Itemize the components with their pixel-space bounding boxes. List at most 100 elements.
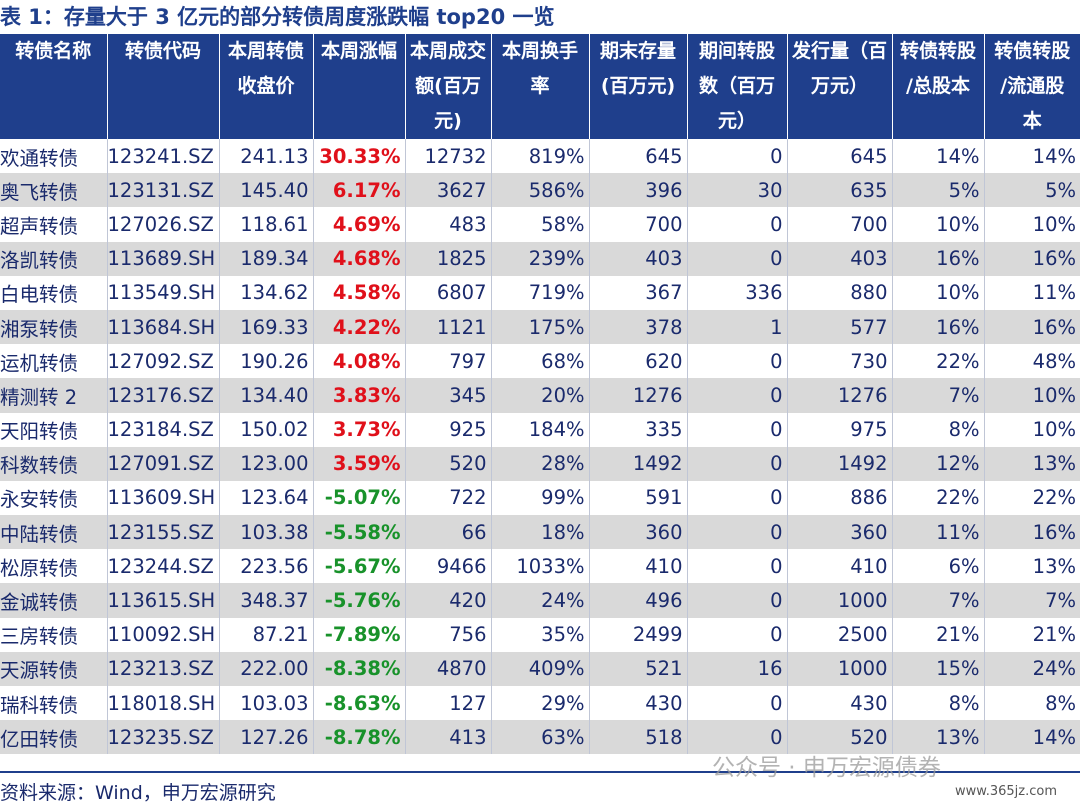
table-title: 表 1：存量大于 3 亿元的部分转债周度涨跌幅 top20 一览: [0, 5, 555, 29]
cell-code: 123241.SZ: [106, 139, 219, 174]
cell-turnover: 409%: [490, 651, 589, 686]
cell-close: 118.61: [218, 207, 313, 242]
cell-close: 348.37: [218, 583, 313, 618]
table-row: 洛凯转债 113689.SH 189.34 4.68% 1825 239% 403 0 403 1…: [0, 241, 1080, 276]
cell-code: 123176.SZ: [106, 378, 219, 413]
cell-balance: 396: [588, 173, 687, 208]
cell-balance: 2499: [588, 617, 687, 652]
table-row: 松原转债 123244.SZ 223.56 -5.67% 9466 1033% 410 0 41…: [0, 549, 1080, 584]
cell-vol: 1825: [404, 241, 491, 276]
cell-turnover: 29%: [490, 686, 589, 721]
cell-turnover: 28%: [490, 446, 589, 481]
cell-vol: 520: [404, 446, 491, 481]
cell-issue: 1276: [786, 378, 892, 413]
cell-balance: 410: [588, 549, 687, 584]
cell-close: 150.02: [218, 412, 313, 447]
cell-turnover: 24%: [490, 583, 589, 618]
cell-vol: 6807: [404, 275, 491, 310]
cell-chg: 4.58%: [312, 275, 405, 310]
table-body: 欢通转债 123241.SZ 241.13 30.33% 12732 819% 645 0 64…: [0, 139, 1080, 755]
cell-vol: 4870: [404, 651, 491, 686]
cell-balance: 403: [588, 241, 687, 276]
cell-float-ratio: 10%: [983, 378, 1080, 413]
column-header: 期间转股 数（百万 元）: [686, 34, 787, 139]
cell-close: 145.40: [218, 173, 313, 208]
cell-total-ratio: 6%: [891, 549, 984, 584]
cell-turnover: 63%: [490, 720, 589, 755]
cell-converted: 0: [686, 446, 787, 481]
cell-float-ratio: 11%: [983, 275, 1080, 310]
column-header-line: (百万元): [600, 75, 676, 97]
cell-turnover: 586%: [490, 173, 589, 208]
cell-vol: 413: [404, 720, 491, 755]
cell-total-ratio: 15%: [891, 651, 984, 686]
cell-converted: 0: [686, 720, 787, 755]
table-row: 奥飞转债 123131.SZ 145.40 6.17% 3627 586% 396 30 635…: [0, 173, 1080, 208]
cell-total-ratio: 21%: [891, 617, 984, 652]
cell-float-ratio: 13%: [983, 549, 1080, 584]
cell-converted: 0: [686, 241, 787, 276]
cell-issue: 360: [786, 515, 892, 550]
cell-converted: 0: [686, 412, 787, 447]
table-row: 金诚转债 113615.SH 348.37 -5.76% 420 24% 496 0 1000 7…: [0, 583, 1080, 618]
cell-total-ratio: 16%: [891, 309, 984, 345]
cell-code: 123213.SZ: [106, 651, 219, 686]
column-header-line: 转债名称: [15, 40, 92, 62]
cell-total-ratio: 5%: [891, 173, 984, 208]
cell-close: 87.21: [218, 617, 313, 652]
cell-float-ratio: 10%: [983, 412, 1080, 447]
table-row: 欢通转债 123241.SZ 241.13 30.33% 12732 819% 645 0 64…: [0, 139, 1080, 174]
column-header-line: 发行量（百: [791, 40, 887, 62]
cell-name: 白电转债: [0, 275, 107, 310]
cell-total-ratio: 16%: [891, 241, 984, 276]
cell-name: 天源转债: [0, 651, 107, 686]
table-row: 亿田转债 123235.SZ 127.26 -8.78% 413 63% 518 0 520 13…: [0, 720, 1080, 755]
cell-code: 113609.SH: [106, 480, 219, 516]
cell-code: 123235.SZ: [106, 720, 219, 755]
cell-issue: 700: [786, 207, 892, 242]
column-header: 转债转股/总股本: [891, 34, 984, 139]
cell-name: 欢通转债: [0, 139, 107, 174]
cell-chg: 3.73%: [312, 412, 405, 447]
cell-name: 超声转债: [0, 207, 107, 242]
cell-balance: 335: [588, 412, 687, 447]
cell-chg: 6.17%: [312, 173, 405, 208]
cell-float-ratio: 48%: [983, 344, 1080, 379]
cell-vol: 722: [404, 480, 491, 516]
cell-code: 127026.SZ: [106, 207, 219, 242]
column-header: 本周成交 额(百万 元): [404, 34, 491, 139]
cell-float-ratio: 10%: [983, 207, 1080, 242]
cell-float-ratio: 14%: [983, 720, 1080, 755]
cell-code: 123184.SZ: [106, 412, 219, 447]
cell-close: 190.26: [218, 344, 313, 379]
column-header: 本周转债 收盘价: [218, 34, 313, 139]
table-row: 瑞科转债 118018.SH 103.03 -8.63% 127 29% 430 0 430 8%…: [0, 686, 1080, 721]
cell-vol: 1121: [404, 309, 491, 345]
column-header-line: 本周转债: [227, 40, 304, 62]
cell-turnover: 58%: [490, 207, 589, 242]
cell-issue: 520: [786, 720, 892, 755]
column-header-line: 转债转股: [899, 40, 976, 62]
cell-name: 中陆转债: [0, 515, 107, 550]
cell-issue: 645: [786, 139, 892, 174]
cell-converted: 1: [686, 309, 787, 345]
cell-code: 118018.SH: [106, 686, 219, 721]
cell-vol: 925: [404, 412, 491, 447]
cell-balance: 518: [588, 720, 687, 755]
table-row: 湘泵转债 113684.SH 169.33 4.22% 1121 175% 378 1 577 1…: [0, 309, 1080, 345]
table-row: 永安转债 113609.SH 123.64 -5.07% 722 99% 591 0 886 22…: [0, 480, 1080, 516]
table-row: 超声转债 127026.SZ 118.61 4.69% 483 58% 700 0 700 10%…: [0, 207, 1080, 242]
cell-vol: 12732: [404, 139, 491, 174]
cell-issue: 730: [786, 344, 892, 379]
cell-code: 110092.SH: [106, 617, 219, 652]
column-header-line: 额(百万: [415, 75, 481, 97]
column-header-line: 期间转股: [698, 40, 775, 62]
table-row: 精测转 2 123176.SZ 134.40 3.83% 345 20% 1276 0 1276…: [0, 378, 1080, 413]
cell-converted: 0: [686, 344, 787, 379]
cell-vol: 66: [404, 515, 491, 550]
table-header-row: 转债名称 转债代码 本周转债 收盘价 本周涨幅 本周成交 额(百万 元) 本周换手率期末存量 (百…: [0, 34, 1080, 139]
cell-converted: 16: [686, 651, 787, 686]
cell-chg: 4.08%: [312, 344, 405, 379]
cell-issue: 975: [786, 412, 892, 447]
cell-converted: 336: [686, 275, 787, 310]
